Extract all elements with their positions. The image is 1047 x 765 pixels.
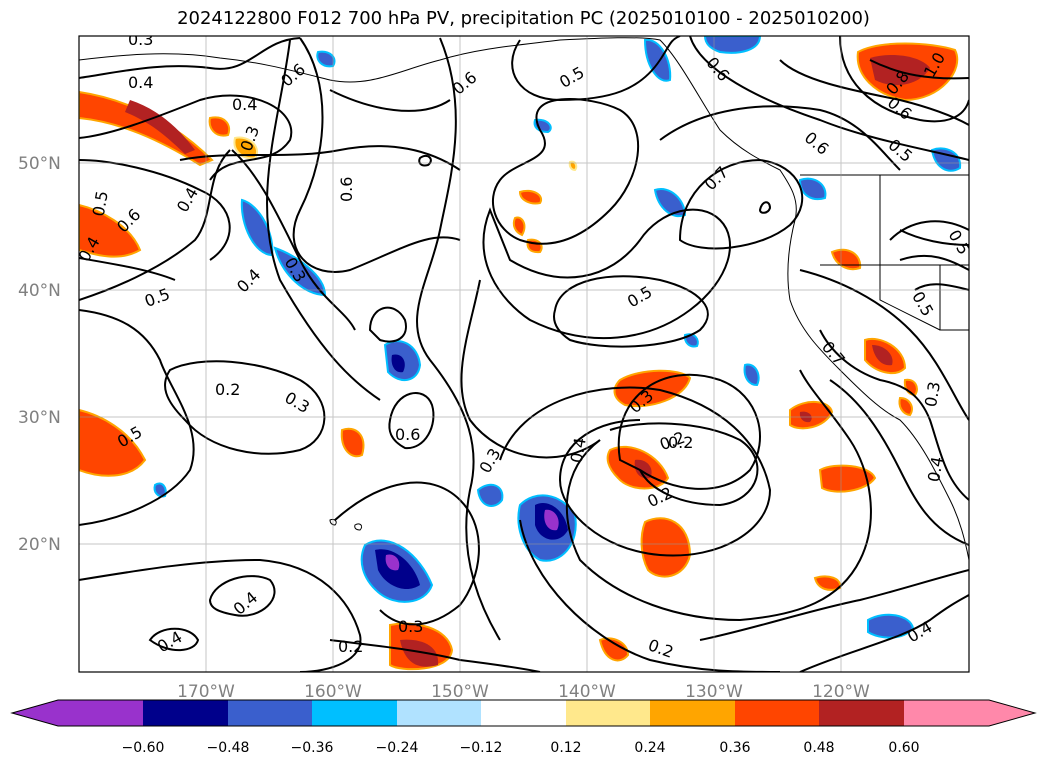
colorbar-tick-label: −0.24 bbox=[376, 740, 419, 756]
colorbar-tick-label: −0.60 bbox=[122, 740, 165, 756]
lon-label: 170°W bbox=[177, 682, 235, 702]
colorbar: −0.60 −0.48 −0.36 −0.24 −0.12 0.12 0.24 … bbox=[10, 699, 1037, 756]
contour-label: 0.4 bbox=[232, 95, 257, 114]
contour-label: 0.2 bbox=[215, 380, 240, 399]
pv-contours bbox=[79, 36, 969, 672]
plot-area bbox=[79, 36, 969, 672]
colorbar-tick-label: 0.12 bbox=[550, 740, 581, 756]
contour-label: 0.5 bbox=[89, 189, 112, 217]
colorbar-tick-label: 0.36 bbox=[719, 740, 750, 756]
colorbar-tick-label: −0.48 bbox=[207, 740, 250, 756]
contour-label: 0.2 bbox=[338, 637, 363, 656]
lon-label: 160°W bbox=[304, 682, 362, 702]
plot-border bbox=[78, 35, 970, 673]
colorbar-extend-min bbox=[12, 700, 58, 726]
contour-label: 0.6 bbox=[337, 177, 356, 202]
contour-label: 0.2 bbox=[668, 433, 693, 452]
colorbar-segment bbox=[566, 700, 650, 726]
contour-label: 0.3 bbox=[128, 30, 153, 49]
colorbar-outline bbox=[10, 699, 1037, 727]
contour-label: 0.3 bbox=[921, 380, 944, 408]
lon-label: 120°W bbox=[812, 682, 870, 702]
contour-label: 0.4 bbox=[567, 436, 590, 464]
colorbar-segment bbox=[481, 700, 566, 726]
colorbar-tick-label: −0.36 bbox=[291, 740, 334, 756]
colorbar-tick-label: 0.48 bbox=[803, 740, 834, 756]
coastlines bbox=[79, 37, 969, 561]
graticule bbox=[79, 36, 969, 672]
lat-label: 20°N bbox=[18, 535, 61, 555]
colorbar-segment bbox=[819, 700, 904, 726]
contour-label: 0.3 bbox=[398, 617, 423, 636]
colorbar-ticks: −0.60 −0.48 −0.36 −0.24 −0.12 0.12 0.24 … bbox=[122, 740, 920, 756]
longitude-axis: 170°W 160°W 150°W 140°W 130°W 120°W bbox=[177, 682, 870, 702]
precip-anomaly-fills bbox=[79, 36, 962, 671]
lon-label: 140°W bbox=[558, 682, 616, 702]
colorbar-segment bbox=[228, 700, 312, 726]
colorbar-tick-label: 0.24 bbox=[634, 740, 665, 756]
colorbar-segments bbox=[10, 699, 1037, 727]
latitude-axis: 50°N 40°N 30°N 20°N bbox=[18, 154, 61, 555]
lon-label: 150°W bbox=[431, 682, 489, 702]
colorbar-segment bbox=[143, 700, 228, 726]
colorbar-tick-label: 0.60 bbox=[888, 740, 919, 756]
contour-label: 0.4 bbox=[128, 73, 153, 92]
map-title: 2024122800 F012 700 hPa PV, precipitatio… bbox=[177, 8, 870, 29]
colorbar-extend-max bbox=[989, 700, 1035, 726]
lat-label: 30°N bbox=[18, 408, 61, 428]
colorbar-segment bbox=[650, 700, 735, 726]
colorbar-segment bbox=[397, 700, 481, 726]
lon-label: 130°W bbox=[685, 682, 743, 702]
colorbar-segment bbox=[312, 700, 397, 726]
lat-label: 40°N bbox=[18, 281, 61, 301]
colorbar-segment bbox=[735, 700, 819, 726]
contour-label: 0.4 bbox=[924, 455, 947, 483]
lat-label: 50°N bbox=[18, 154, 61, 174]
contour-label: 0.6 bbox=[395, 425, 420, 444]
colorbar-tick-label: −0.12 bbox=[460, 740, 503, 756]
colorbar-segment bbox=[904, 700, 989, 726]
colorbar-segment bbox=[58, 700, 143, 726]
